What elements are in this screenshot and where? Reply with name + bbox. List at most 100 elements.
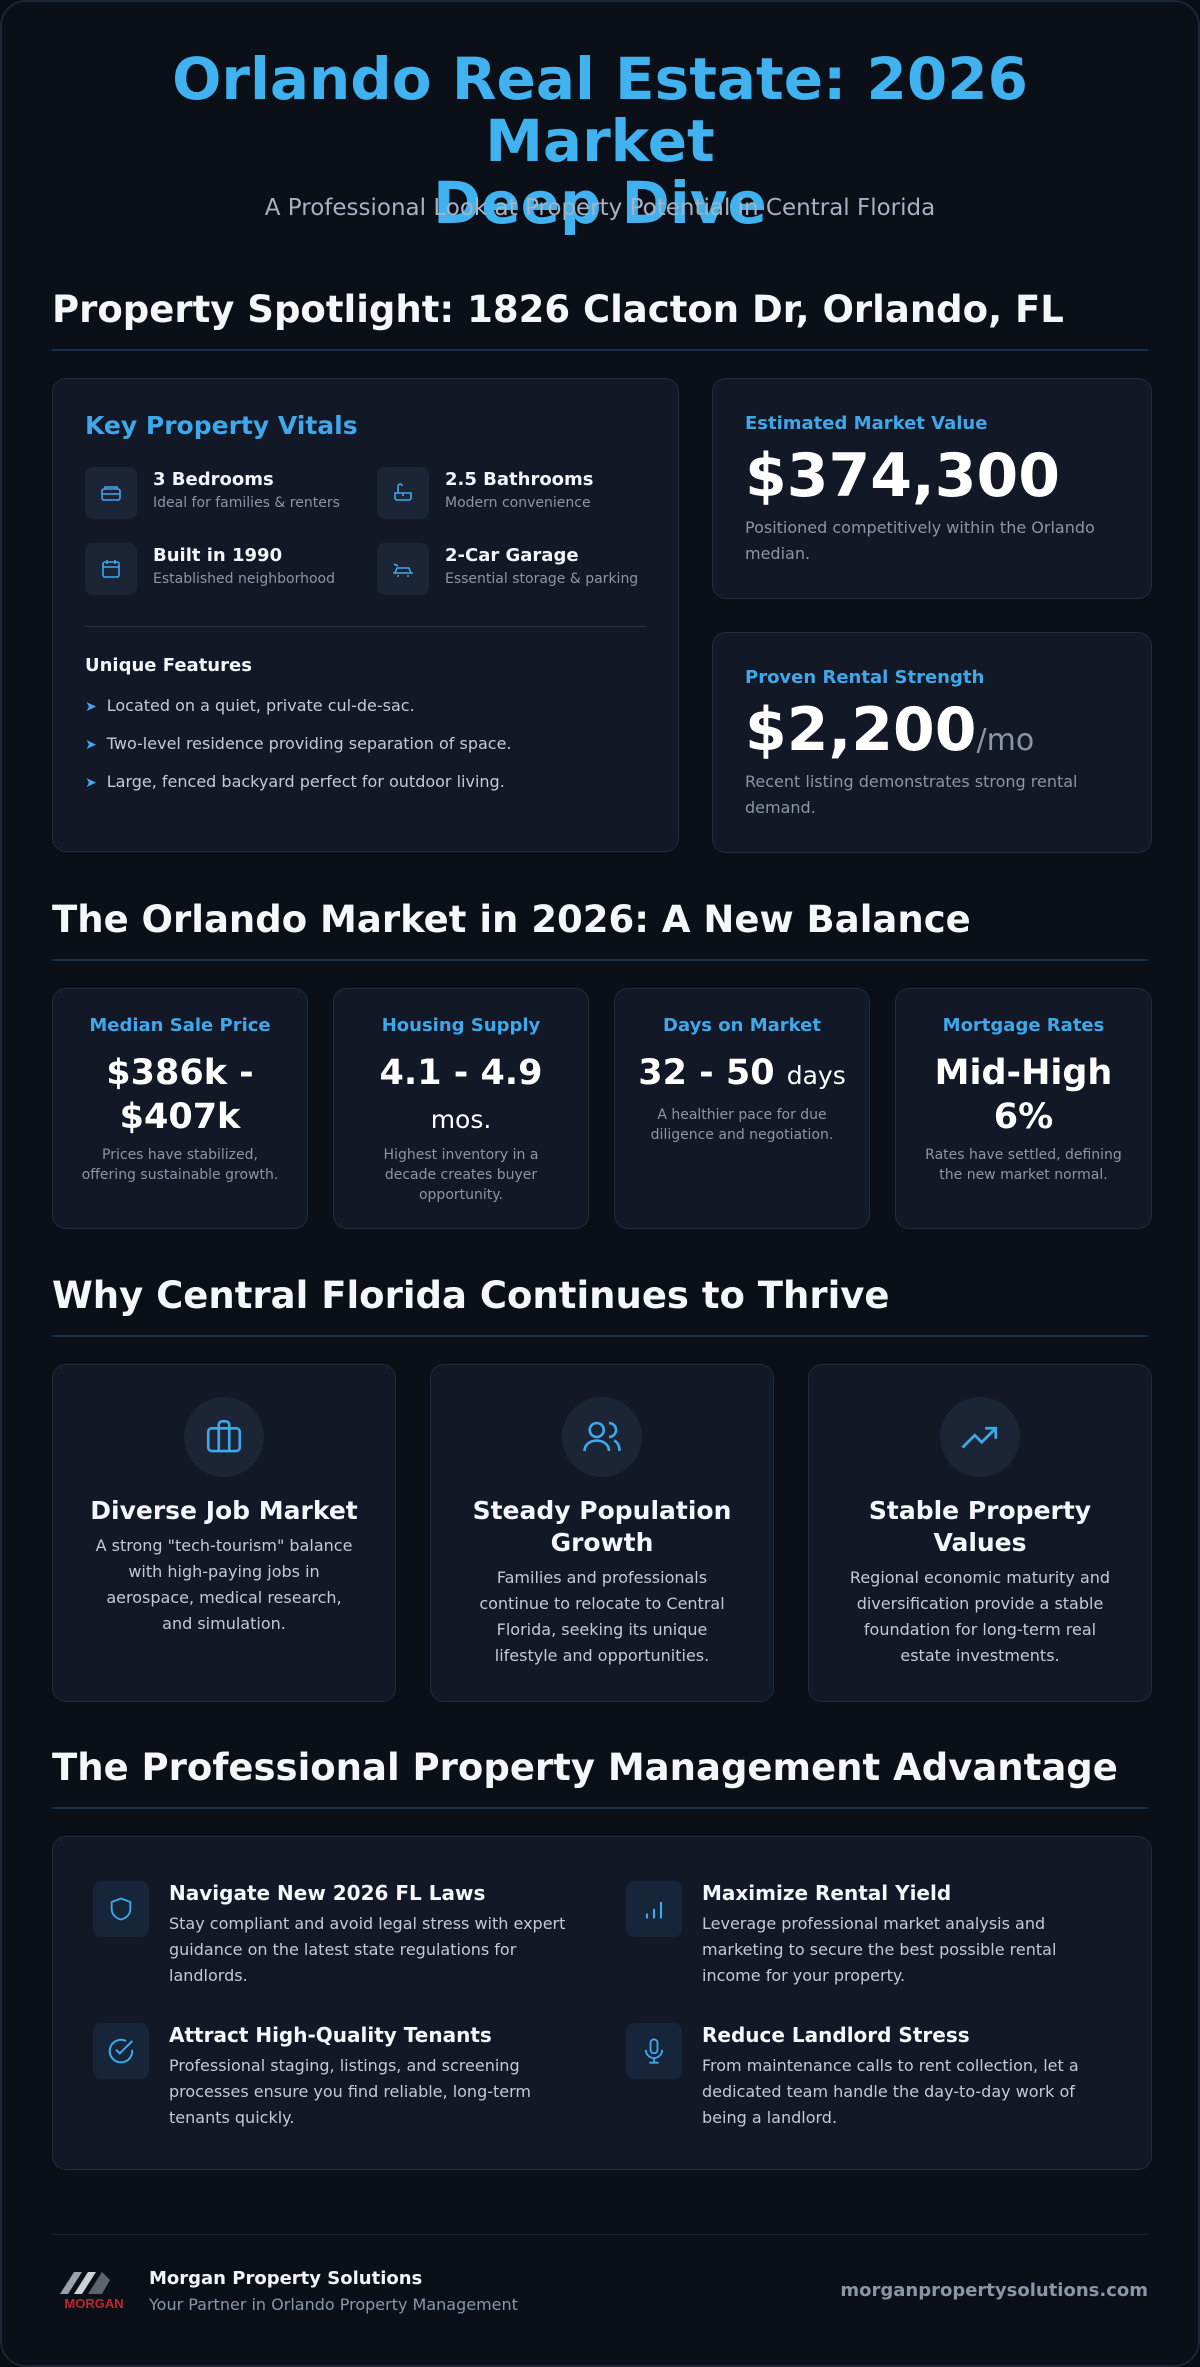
feature-text: Large, fenced backyard perfect for outdo… bbox=[106, 772, 505, 791]
market-card-mortgage-rates: Mortgage Rates Mid-High 6% Rates have se… bbox=[895, 988, 1152, 1229]
market-card-value: 4.1 - 4.9 mos. bbox=[344, 1051, 578, 1142]
vital-year-built: Built in 1990 Established neighborhood bbox=[85, 543, 375, 599]
market-card-number: $386k - $407k bbox=[106, 1053, 254, 1137]
unique-features-title: Unique Features bbox=[85, 655, 252, 676]
market-card-value: $386k - $407k bbox=[63, 1051, 297, 1139]
advantage-title: Reduce Landlord Stress bbox=[702, 2023, 970, 2047]
market-value-label: Estimated Market Value bbox=[745, 413, 988, 434]
company-logo: MORGAN bbox=[52, 2268, 136, 2312]
market-card-value: Mid-High 6% bbox=[906, 1051, 1141, 1139]
thrive-card-property-values: Stable Property Values Regional economic… bbox=[808, 1364, 1152, 1702]
thrive-card-title: Steady Population Growth bbox=[472, 1496, 732, 1557]
thrive-card-population: Steady Population Growth Families and pr… bbox=[430, 1364, 774, 1702]
briefcase-icon bbox=[184, 1397, 264, 1477]
section-title-management: The Professional Property Management Adv… bbox=[52, 1746, 1148, 1809]
vital-sub: Established neighborhood bbox=[153, 571, 335, 587]
advantage-title: Attract High-Quality Tenants bbox=[169, 2023, 492, 2047]
vital-title: Built in 1990 bbox=[153, 545, 283, 566]
page-title-line-1: Orlando Real Estate: 2026 Market bbox=[172, 45, 1028, 175]
thrive-card-title: Diverse Job Market bbox=[90, 1496, 358, 1525]
bar-chart-icon bbox=[626, 1881, 682, 1937]
brand-name: Morgan Property Solutions bbox=[149, 2268, 423, 2289]
arrow-icon: ➤ bbox=[85, 737, 97, 753]
section-title-market: The Orlando Market in 2026: A New Balanc… bbox=[52, 898, 1148, 961]
market-card-unit: days bbox=[786, 1061, 846, 1090]
rental-strength-card: Proven Rental Strength $2,200/mo Recent … bbox=[712, 632, 1152, 853]
market-card-label: Mortgage Rates bbox=[942, 1015, 1105, 1036]
rental-desc: Recent listing demonstrates strong renta… bbox=[745, 772, 1078, 817]
thrive-card-job-market: Diverse Job Market A strong "tech-touris… bbox=[52, 1364, 396, 1702]
thrive-card-title: Stable Property Values bbox=[868, 1496, 1092, 1557]
vital-sub: Modern convenience bbox=[445, 495, 591, 511]
divider bbox=[85, 626, 646, 627]
market-value-amount: $374,300 bbox=[745, 441, 1061, 511]
advantage-desc: Leverage professional market analysis an… bbox=[702, 1914, 1057, 1985]
market-card-days-on-market: Days on Market 32 - 50 days A healthier … bbox=[614, 988, 870, 1229]
market-card-number: 32 - 50 bbox=[638, 1053, 775, 1093]
advantage-title: Navigate New 2026 FL Laws bbox=[169, 1881, 486, 1905]
market-card-number: Mid-High 6% bbox=[934, 1053, 1113, 1137]
vital-title: 2-Car Garage bbox=[445, 545, 579, 566]
rental-label: Proven Rental Strength bbox=[745, 667, 985, 688]
check-circle-icon bbox=[93, 2023, 149, 2079]
car-icon bbox=[377, 543, 429, 595]
feature-text: Located on a quiet, private cul-de-sac. bbox=[106, 696, 415, 715]
market-card-label: Days on Market bbox=[663, 1015, 821, 1036]
section-title-spotlight: Property Spotlight: 1826 Clacton Dr, Orl… bbox=[52, 288, 1148, 351]
feature-text: Two-level residence providing separation… bbox=[106, 734, 512, 753]
market-value-desc: Positioned competitively within the Orla… bbox=[745, 518, 1095, 563]
section-title-thrive: Why Central Florida Continues to Thrive bbox=[52, 1274, 1148, 1337]
microphone-icon bbox=[626, 2023, 682, 2079]
thrive-card-desc: Families and professionals continue to r… bbox=[479, 1568, 725, 1665]
market-card-number: 4.1 - 4.9 bbox=[379, 1053, 543, 1093]
market-card-housing-supply: Housing Supply 4.1 - 4.9 mos. Highest inv… bbox=[333, 988, 589, 1229]
footer-divider bbox=[52, 2234, 1148, 2235]
feature-item: ➤ Two-level residence providing separatio… bbox=[85, 734, 512, 753]
vital-garage: 2-Car Garage Essential storage & parking bbox=[377, 543, 667, 599]
market-value-card: Estimated Market Value $374,300 Position… bbox=[712, 378, 1152, 599]
bed-icon bbox=[85, 467, 137, 519]
market-card-desc: A healthier pace for due diligence and n… bbox=[650, 1107, 834, 1143]
logo-text: MORGAN bbox=[64, 2296, 123, 2311]
page-title: Orlando Real Estate: 2026 Market Deep Di… bbox=[52, 48, 1148, 234]
calendar-icon bbox=[85, 543, 137, 595]
vital-sub: Ideal for families & renters bbox=[153, 495, 340, 511]
market-card-desc: Rates have settled, defining the new mar… bbox=[925, 1147, 1122, 1183]
vital-bedrooms: 3 Bedrooms Ideal for families & renters bbox=[85, 467, 375, 523]
market-card-label: Housing Supply bbox=[381, 1015, 541, 1036]
arrow-icon: ➤ bbox=[85, 775, 97, 791]
market-card-value: 32 - 50 days bbox=[625, 1051, 859, 1098]
market-card-median-price: Median Sale Price $386k - $407k Prices h… bbox=[52, 988, 308, 1229]
market-card-unit: mos. bbox=[430, 1105, 492, 1134]
advantage-desc: Stay compliant and avoid legal stress wi… bbox=[169, 1914, 566, 1985]
brand-tagline: Your Partner in Orlando Property Managem… bbox=[149, 2295, 518, 2314]
vitals-title: Key Property Vitals bbox=[85, 411, 358, 440]
feature-item: ➤ Large, fenced backyard perfect for outd… bbox=[85, 772, 505, 791]
rental-unit: /mo bbox=[976, 723, 1035, 758]
market-card-desc: Prices have stabilized, offering sustain… bbox=[81, 1147, 279, 1183]
website-link[interactable]: morganpropertysolutions.com bbox=[840, 2280, 1148, 2301]
page-title-line-2: Deep Dive bbox=[433, 169, 767, 237]
advantage-title: Maximize Rental Yield bbox=[702, 1881, 952, 1905]
market-card-desc: Highest inventory in a decade creates bu… bbox=[383, 1147, 539, 1203]
page-subtitle: A Professional Look at Property Potentia… bbox=[264, 195, 936, 221]
arrow-icon: ➤ bbox=[85, 699, 97, 715]
market-card-label: Median Sale Price bbox=[89, 1015, 271, 1036]
feature-item: ➤ Located on a quiet, private cul-de-sac. bbox=[85, 696, 415, 715]
users-icon bbox=[562, 1397, 642, 1477]
rental-value: $2,200 bbox=[745, 695, 977, 765]
rental-amount: $2,200/mo bbox=[745, 695, 1034, 765]
thrive-card-desc: Regional economic maturity and diversifi… bbox=[849, 1568, 1111, 1665]
bath-icon bbox=[377, 467, 429, 519]
advantage-desc: Professional staging, listings, and scre… bbox=[169, 2056, 531, 2127]
trending-up-icon bbox=[940, 1397, 1020, 1477]
vital-title: 3 Bedrooms bbox=[153, 469, 274, 490]
management-advantages-card: Navigate New 2026 FL Laws Stay compliant… bbox=[52, 1836, 1152, 2170]
vital-bathrooms: 2.5 Bathrooms Modern convenience bbox=[377, 467, 667, 523]
property-vitals-card: Key Property Vitals 3 Bedrooms Ideal for… bbox=[52, 378, 679, 852]
vital-sub: Essential storage & parking bbox=[445, 571, 639, 587]
advantage-desc: From maintenance calls to rent collectio… bbox=[702, 2056, 1079, 2127]
shield-icon bbox=[93, 1881, 149, 1937]
thrive-card-desc: A strong "tech-tourism" balance with hig… bbox=[95, 1536, 353, 1633]
vital-title: 2.5 Bathrooms bbox=[445, 469, 594, 490]
